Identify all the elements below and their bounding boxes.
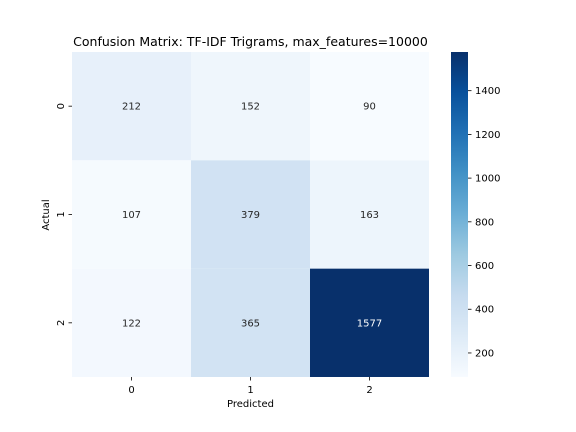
heatmap-cell	[72, 268, 191, 377]
y-tick-label: 2	[56, 320, 67, 326]
y-axis-label: Actual	[41, 199, 52, 230]
colorbar-tick-label: 200	[475, 348, 494, 359]
x-axis-ticks: 0 1 2	[128, 376, 373, 396]
colorbar-tick-label: 400	[475, 305, 494, 316]
chart-title: Confusion Matrix: TF-IDF Trigrams, max_f…	[73, 34, 428, 49]
cell-value-label: 1577	[357, 318, 382, 329]
cell-value-label: 90	[363, 102, 376, 113]
y-axis-ticks: 0 1 2	[56, 103, 72, 326]
colorbar-tick-label: 1400	[475, 86, 500, 97]
colorbar-ticks: 200 400 600 800 1000 1200 1400	[468, 86, 500, 359]
colorbar-tick-label: 1000	[475, 174, 500, 185]
colorbar-tick-label: 600	[475, 261, 494, 272]
colorbar-tick-label: 1200	[475, 130, 500, 141]
heatmap-cell	[310, 160, 429, 269]
heatmap-cell	[191, 160, 310, 269]
cell-value-label: 107	[122, 210, 141, 221]
y-tick-label: 0	[56, 103, 67, 109]
cell-value-label: 152	[241, 102, 260, 113]
cell-value-label: 365	[241, 318, 260, 329]
heatmap-cell	[191, 268, 310, 377]
cell-value-label: 163	[360, 210, 379, 221]
heatmap-cell	[310, 268, 429, 377]
cell-value-label: 212	[122, 102, 141, 113]
x-tick-label: 1	[247, 385, 253, 396]
heatmap-cell	[191, 52, 310, 161]
y-tick-label: 1	[56, 211, 67, 217]
cell-value-label: 379	[241, 210, 260, 221]
cell-value-label: 122	[122, 318, 141, 329]
heatmap-cell	[72, 52, 191, 161]
heatmap-cell	[310, 52, 429, 161]
colorbar-tick-label: 800	[475, 217, 494, 228]
x-tick-label: 0	[128, 385, 134, 396]
heatmap-cells: 212 152 90 107 379 163 122 365 1577	[72, 52, 429, 377]
colorbar	[451, 52, 468, 377]
heatmap-cell	[72, 160, 191, 269]
x-axis-label: Predicted	[227, 399, 274, 410]
x-tick-label: 2	[366, 385, 372, 396]
